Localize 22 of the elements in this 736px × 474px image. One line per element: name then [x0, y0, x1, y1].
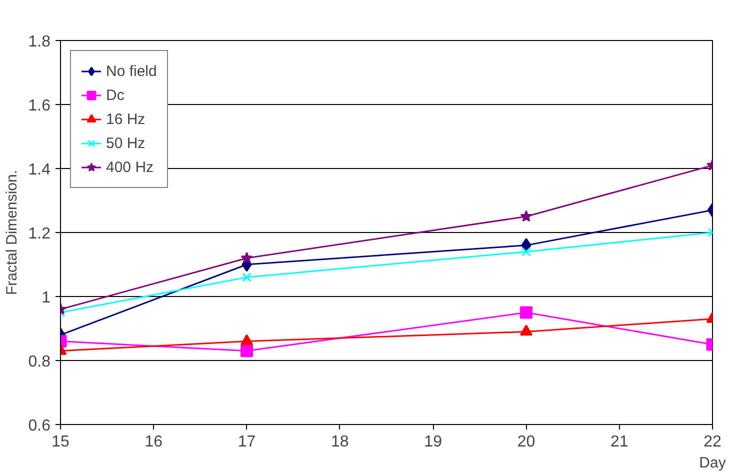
legend-label: 50 Hz — [106, 134, 146, 152]
x-tick-label: 19 — [424, 434, 442, 450]
y-tick-label: 1.2 — [28, 226, 51, 242]
x-tick-label: 20 — [517, 434, 536, 450]
legend-label: 400 Hz — [106, 158, 154, 176]
x-tick-label: 22 — [704, 434, 722, 450]
legend-label: 16 Hz — [106, 110, 146, 128]
x-tick-label: 16 — [144, 434, 163, 450]
x-axis-title: Day — [699, 454, 726, 472]
x-tick-label: 21 — [610, 434, 628, 450]
legend-label: Dc — [106, 86, 126, 104]
x-tick-label: 15 — [52, 434, 70, 450]
legend-label: No field — [106, 62, 157, 80]
y-tick-label: 0.6 — [28, 418, 51, 434]
x-tick-label: 17 — [238, 434, 256, 450]
y-axis-title: Fractal Dimension. — [3, 170, 20, 296]
y-tick-label: 0.8 — [28, 354, 51, 370]
x-tick-label: 18 — [331, 434, 349, 450]
y-tick-label: 1.4 — [28, 162, 51, 178]
y-tick-label: 1.6 — [28, 98, 51, 114]
y-tick-label: 1.8 — [28, 34, 51, 50]
y-tick-label: 1 — [42, 290, 51, 306]
